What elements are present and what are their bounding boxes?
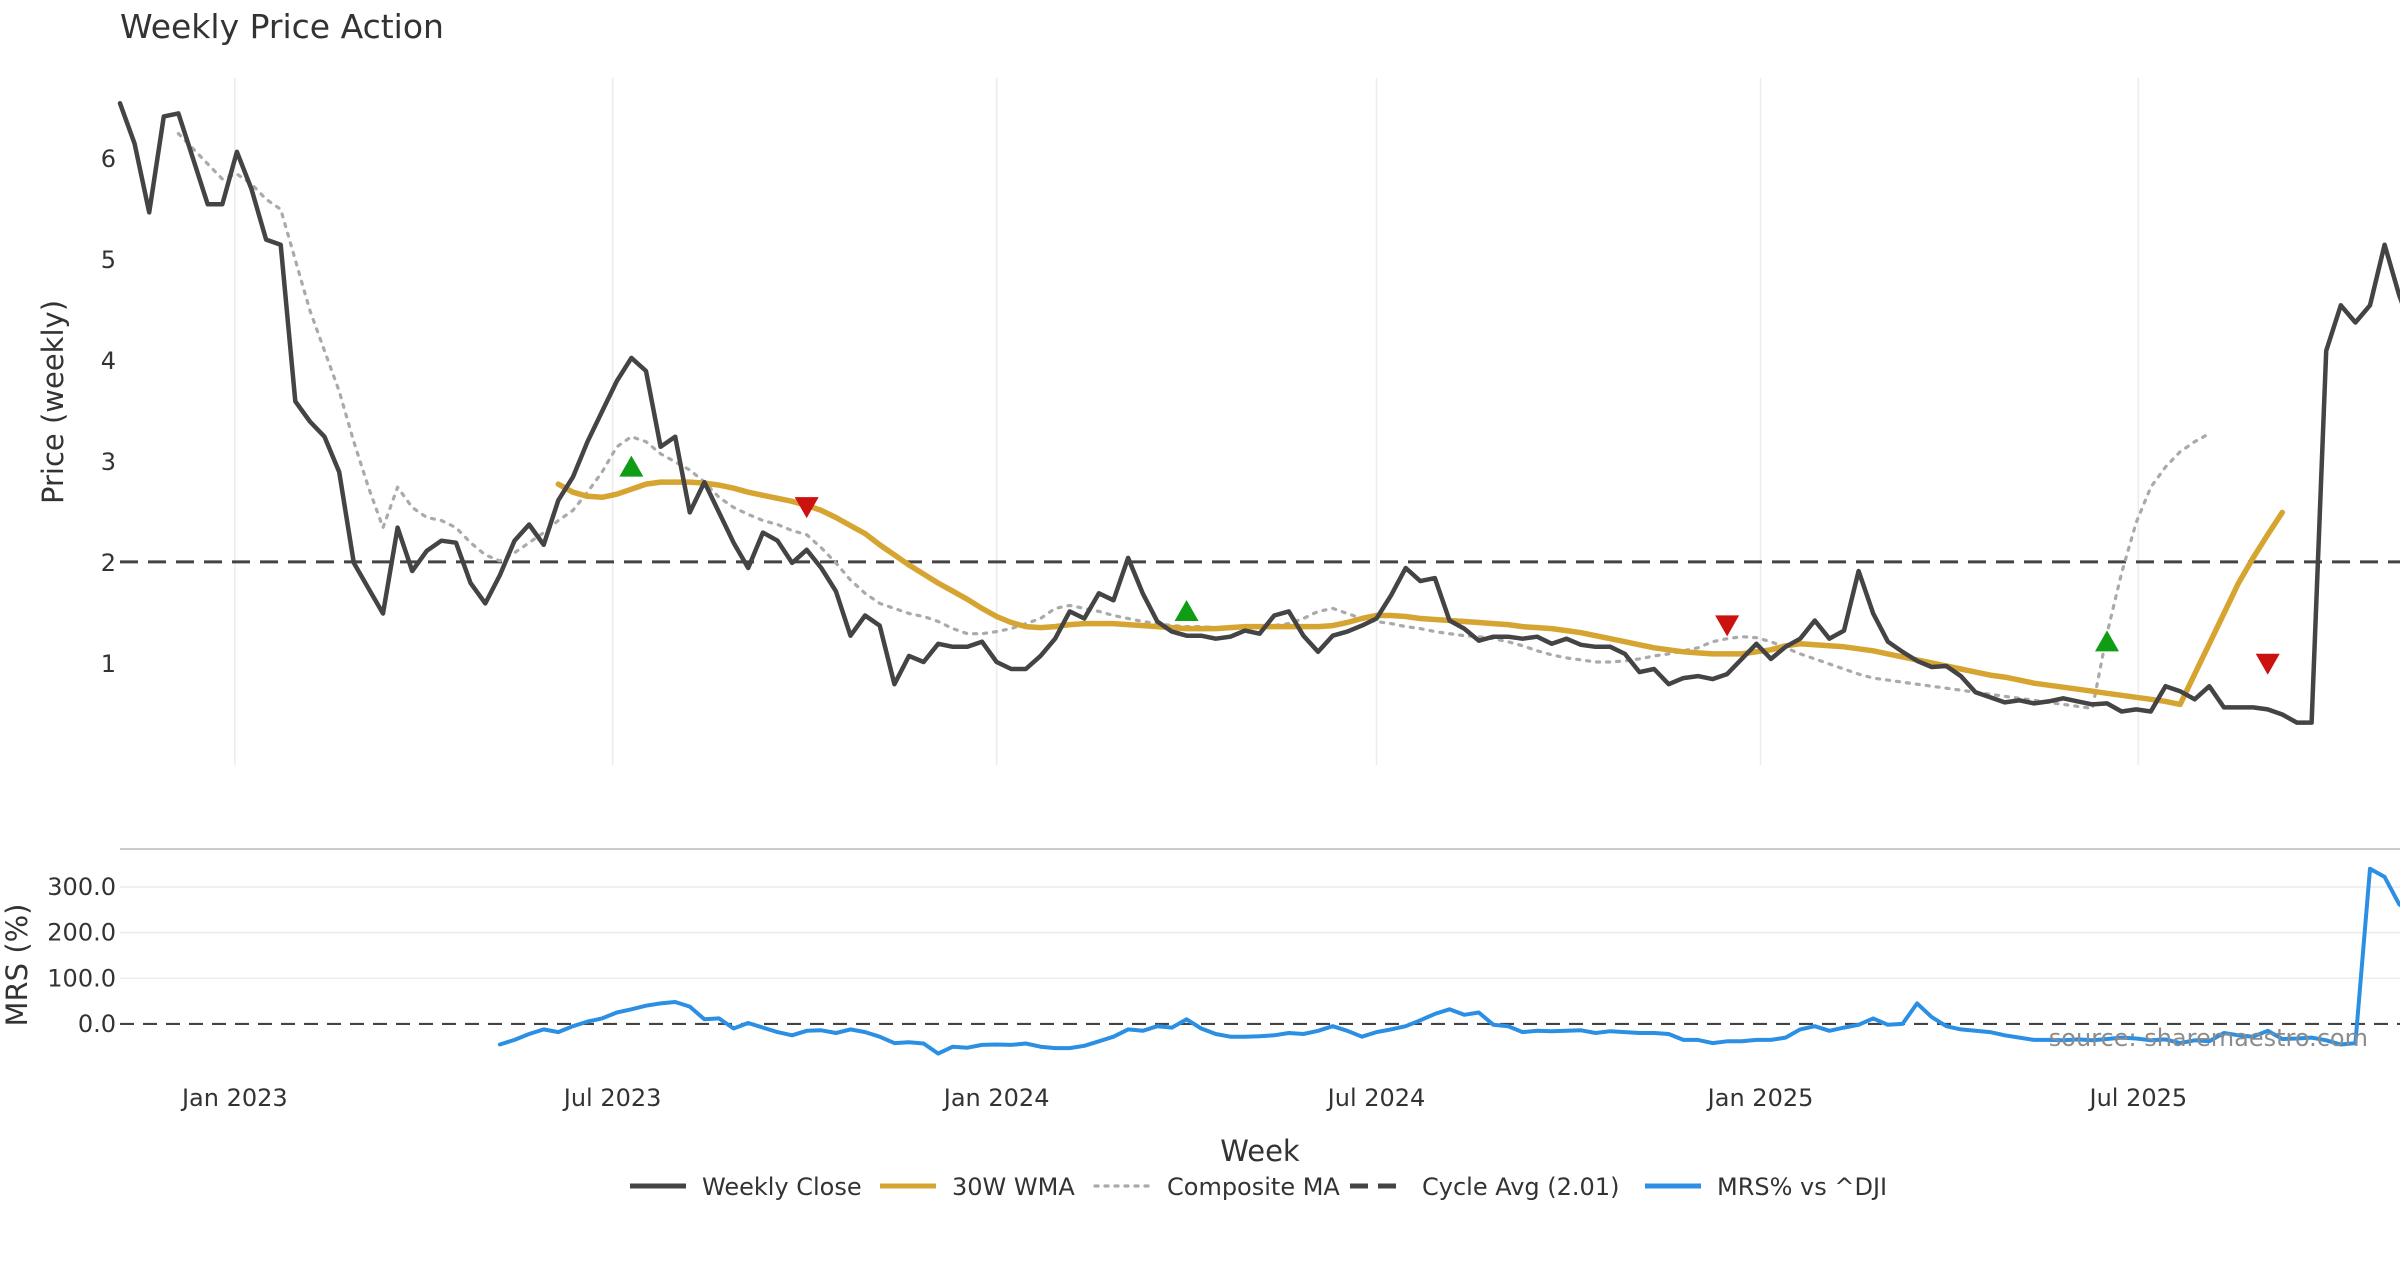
legend-label: 30W WMA	[952, 1173, 1075, 1201]
x-tick-label: Jan 2024	[942, 1084, 1050, 1112]
buy-signal-marker	[1174, 600, 1199, 622]
mrs-y-tick-label: 100.0	[47, 964, 116, 992]
series-layer	[117, 101, 2400, 1056]
sell-signal-marker	[2255, 653, 2280, 675]
price-y-tick-label: 6	[101, 145, 116, 173]
legend-label: Cycle Avg (2.01)	[1422, 1173, 1619, 1201]
series-composite-line	[176, 132, 2211, 711]
legend: Weekly Close 30W WMA Composite MA Cycle Avg…	[630, 1173, 1887, 1201]
buy-signal-marker	[619, 455, 644, 477]
x-tick-label: Jan 2023	[180, 1084, 288, 1112]
y-tick-labels: 1 2 3 4 5 6 0.0 100.0 200.0 300.0	[47, 145, 116, 1038]
x-tick-label: Jul 2025	[2087, 1084, 2187, 1112]
x-axis-label: Week	[1220, 1134, 1300, 1168]
sell-signal-marker	[1715, 615, 1740, 637]
signal-markers	[619, 455, 2280, 675]
x-tick-label: Jan 2025	[1706, 1084, 1814, 1112]
mrs-y-tick-label: 0.0	[78, 1010, 116, 1038]
mrs-y-tick-label: 300.0	[47, 873, 116, 901]
chart-title: Weekly Price Action	[120, 7, 444, 46]
price-y-tick-label: 3	[101, 448, 116, 476]
price-y-tick-label: 5	[101, 246, 116, 274]
series-weekly-close-line	[117, 101, 2400, 725]
grid-lines	[120, 78, 2400, 980]
x-tick-label: Jul 2023	[562, 1084, 662, 1112]
legend-label: Composite MA	[1167, 1173, 1340, 1201]
mrs-y-tick-label: 200.0	[47, 919, 116, 947]
price-y-tick-label: 4	[101, 347, 116, 375]
price-y-tick-label: 2	[101, 549, 116, 577]
series-wma-line	[555, 479, 2286, 708]
sell-signal-marker	[794, 497, 819, 519]
mrs-y-axis-label: MRS (%)	[0, 904, 34, 1027]
series-mrs-line	[497, 866, 2400, 1056]
price-y-tick-label: 1	[101, 650, 116, 678]
legend-label: Weekly Close	[702, 1173, 862, 1201]
legend-label: MRS% vs ^DJI	[1717, 1173, 1887, 1201]
buy-signal-marker	[2095, 630, 2120, 652]
x-tick-labels: Jan 2023 Jul 2023 Jan 2024 Jul 2024 Jan 2025…	[180, 1084, 2187, 1112]
source-note: source: sharemaestro.com	[2049, 1024, 2368, 1052]
price-y-axis-label: Price (weekly)	[36, 300, 70, 504]
x-tick-label: Jul 2024	[1326, 1084, 1426, 1112]
